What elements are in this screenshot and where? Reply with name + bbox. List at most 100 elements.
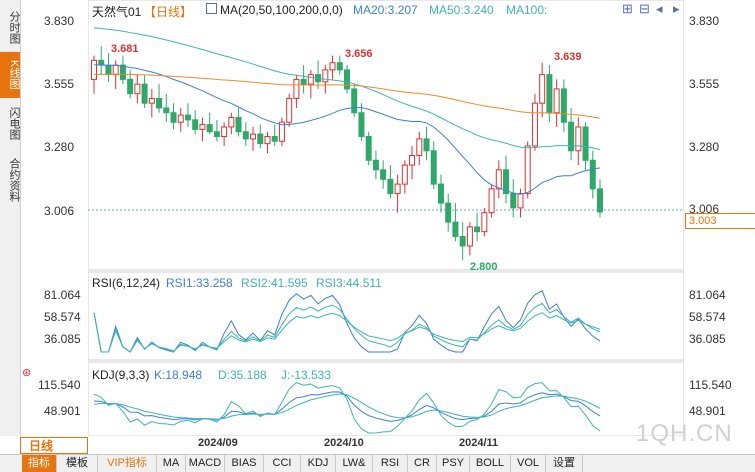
candle-body <box>141 83 148 104</box>
toolbar-ma[interactable]: MA <box>157 455 186 472</box>
rsi-axis-left-0: 81.064 <box>44 288 81 302</box>
toolbar-kdj[interactable]: KDJ <box>301 455 336 472</box>
candle-body <box>307 74 314 85</box>
candle-body <box>163 107 170 114</box>
candle-body <box>401 164 408 185</box>
price-axis-right-3: 3.006 <box>689 202 720 216</box>
kdj-d-value: D:35.188 <box>218 368 267 382</box>
toolbar-psy[interactable]: PSY <box>437 455 470 472</box>
candle-body <box>409 155 416 166</box>
scroll-right-icon[interactable]: ▸ <box>673 1 680 16</box>
candle-body <box>358 112 365 138</box>
kdj-axis-right-0: 115.540 <box>689 378 732 392</box>
candle-body <box>597 188 603 213</box>
candle-body <box>416 138 423 157</box>
candle-body <box>539 74 546 104</box>
candle-body <box>495 169 502 190</box>
toolbar-macd[interactable]: MACD <box>186 455 225 472</box>
rsi-axis-right-0: 81.064 <box>689 288 726 302</box>
tab-lightning[interactable]: 闪电图 <box>8 106 20 140</box>
candle-body <box>488 188 495 214</box>
candle-body <box>503 169 510 195</box>
period-selector[interactable]: 日线 <box>20 437 88 454</box>
toolbar-lw[interactable]: LW& <box>336 455 373 472</box>
candle-body <box>423 138 430 152</box>
toolbar-vol[interactable]: VOL <box>511 455 546 472</box>
tab-contract-info[interactable]: 合约资料 <box>8 158 20 202</box>
rsi3-line <box>93 312 601 353</box>
toolbar-settings[interactable]: 设置 <box>546 455 583 472</box>
toolbar-cr[interactable]: CR <box>408 455 437 472</box>
kdj-j-line <box>93 382 601 434</box>
main-panel-border <box>88 0 684 271</box>
tab-kline[interactable]: K线图 <box>0 52 20 98</box>
candle-body <box>250 133 257 140</box>
date-label-oct: 2024/10 <box>324 437 364 449</box>
candle-body <box>336 62 343 71</box>
annotation-high-1: 3.681 <box>111 43 139 55</box>
candle-body <box>387 178 394 195</box>
ma50-line <box>93 27 601 151</box>
candle-body <box>322 69 329 83</box>
kdj-label: KDJ(9,3,3) <box>92 368 150 382</box>
scroll-left-icon[interactable]: ◂ <box>656 1 663 16</box>
kdj-axis-left-1: 48.901 <box>44 404 81 418</box>
rsi-axis-left-2: 36.085 <box>44 332 81 346</box>
candle-body <box>582 126 589 161</box>
candle-body <box>589 159 596 190</box>
candle-body <box>351 88 358 114</box>
candle-body <box>365 136 372 161</box>
kdj-k-line <box>93 391 601 422</box>
toolbar-vip-indicator[interactable]: VIP指标 <box>98 455 157 472</box>
candle-body <box>170 112 177 123</box>
candle-body <box>430 150 437 185</box>
candle-body <box>481 212 488 233</box>
candle-body <box>91 59 97 80</box>
ma20-line <box>94 64 601 195</box>
toolbar-rsi[interactable]: RSI <box>373 455 408 472</box>
candle-body <box>546 74 553 114</box>
candle-body <box>228 116 235 128</box>
ma50-value: MA50:3.240 <box>429 3 494 17</box>
annotation-low: 2.800 <box>470 261 498 273</box>
toolbar-bias[interactable]: BIAS <box>225 455 264 472</box>
moving-averages-group <box>93 27 601 195</box>
current-price-tag: 3.003 <box>685 213 755 229</box>
tab-timeshare[interactable]: 分时图 <box>8 10 20 44</box>
toolbar-indicator[interactable]: 指标 <box>22 455 57 472</box>
toolbar-cci[interactable]: CCI <box>264 455 301 472</box>
candle-body <box>257 133 264 145</box>
candle-body <box>380 169 387 180</box>
candle-body <box>531 102 538 147</box>
zoom-out-icon[interactable]: ⊟ <box>639 1 650 16</box>
candle-body <box>134 83 141 95</box>
candle-body <box>510 193 517 209</box>
price-axis-left-2: 3.280 <box>44 140 75 154</box>
candle-body <box>445 202 452 223</box>
rsi-label: RSI(6,12,24) <box>92 276 161 290</box>
kdj-settings-icon[interactable]: ⊛ <box>22 367 32 379</box>
period-label: 【日线】 <box>144 5 193 19</box>
candle-body <box>271 136 278 142</box>
ma-settings-label[interactable]: MA(20,50,100,200,0,0) <box>206 3 343 17</box>
annotation-high-2: 3.656 <box>345 48 373 60</box>
toolbar-boll[interactable]: BOLL <box>470 455 511 472</box>
candle-body <box>213 131 220 137</box>
annotation-high-3: 3.639 <box>554 51 582 63</box>
ma20-value: MA20:3.207 <box>353 3 418 17</box>
ma-checkbox-icon <box>206 3 217 14</box>
rsi1-line <box>93 290 601 353</box>
rsi-panel-border <box>88 271 684 361</box>
price-axis-left-3: 3.006 <box>44 204 75 218</box>
toolbar-template[interactable]: 模板 <box>57 455 98 472</box>
candles-group <box>91 46 603 261</box>
candle-body <box>264 136 271 145</box>
kdj-lines-group <box>93 382 601 434</box>
left-tab-bar: 分时图 K线图 闪电图 合约资料 <box>0 0 21 436</box>
instrument-name: 天然气01 <box>92 5 142 19</box>
zoom-in-icon[interactable]: ⊞ <box>622 1 633 16</box>
rsi3-value: RSI3:44.511 <box>316 276 382 290</box>
ma100-value: MA100: <box>506 3 548 17</box>
candle-body <box>221 126 228 138</box>
kline-chart[interactable]: 3.681 3.656 3.639 2.800 <box>88 0 684 436</box>
